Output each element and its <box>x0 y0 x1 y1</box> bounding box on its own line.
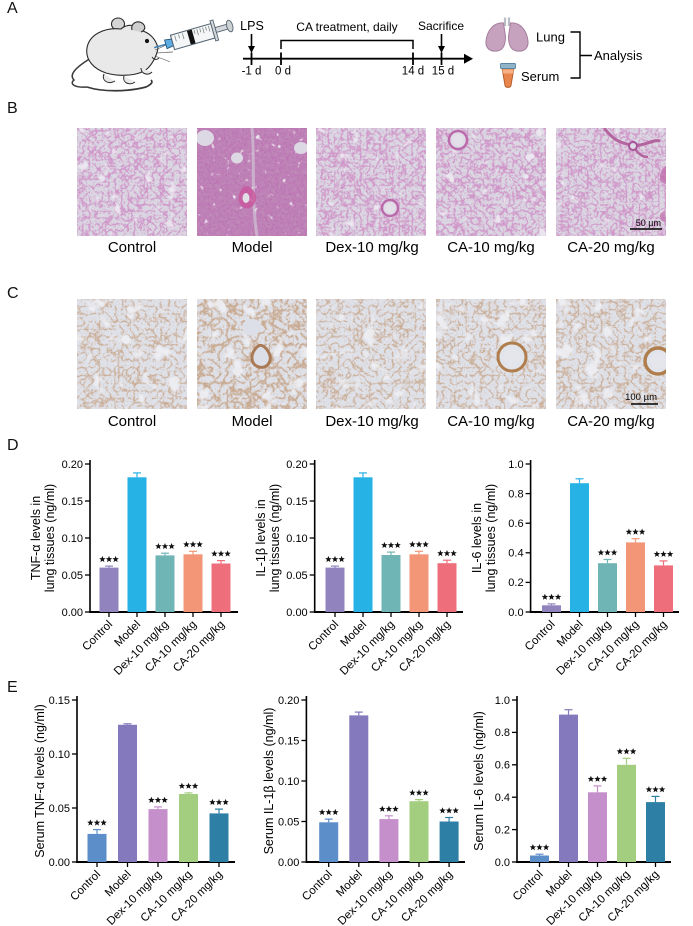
svg-text:0.05: 0.05 <box>286 570 307 582</box>
svg-text:0.0: 0.0 <box>508 607 523 619</box>
svg-text:0.20: 0.20 <box>62 459 83 471</box>
svg-text:TNF-α levels in: TNF-α levels in <box>29 496 43 580</box>
svg-text:0.15: 0.15 <box>62 496 83 508</box>
svg-text:0.00: 0.00 <box>286 607 307 619</box>
svg-text:0.10: 0.10 <box>62 533 83 545</box>
svg-text:lung tissues (ng/ml): lung tissues (ng/ml) <box>43 484 57 592</box>
svg-text:Serum IL-6 levels (ng/ml): Serum IL-6 levels (ng/ml) <box>472 711 486 851</box>
svg-text:0.05: 0.05 <box>62 570 83 582</box>
svg-text:0.10: 0.10 <box>286 533 307 545</box>
svg-text:0.20: 0.20 <box>278 695 299 707</box>
svg-text:0.6: 0.6 <box>508 518 523 530</box>
svg-text:1.0: 1.0 <box>508 459 523 471</box>
svg-text:0.15: 0.15 <box>278 735 299 747</box>
svg-text:Lung: Lung <box>536 30 565 45</box>
svg-text:Sacrifice: Sacrifice <box>418 19 464 33</box>
svg-text:Dex-10 mg/kg: Dex-10 mg/kg <box>336 869 395 926</box>
svg-text:0.10: 0.10 <box>49 749 70 761</box>
svg-text:0.8: 0.8 <box>495 727 510 739</box>
svg-text:0.00: 0.00 <box>62 607 83 619</box>
svg-text:0.20: 0.20 <box>286 459 307 471</box>
svg-text:lung tissues (ng/ml): lung tissues (ng/ml) <box>484 484 498 592</box>
svg-text:15 d: 15 d <box>432 66 454 78</box>
svg-text:Control: Control <box>306 619 341 654</box>
svg-text:14 d: 14 d <box>402 66 424 78</box>
svg-text:0.00: 0.00 <box>49 857 70 869</box>
svg-text:CA-20 mg/kg: CA-20 mg/kg <box>606 869 662 925</box>
svg-text:LPS: LPS <box>240 19 264 33</box>
svg-text:0.05: 0.05 <box>49 803 70 815</box>
svg-text:-1 d: -1 d <box>242 66 262 78</box>
svg-text:lung tissues (ng/ml): lung tissues (ng/ml) <box>268 484 282 592</box>
svg-text:Control: Control <box>68 869 103 904</box>
svg-text:0.4: 0.4 <box>508 548 523 560</box>
svg-text:0.2: 0.2 <box>495 824 510 836</box>
svg-text:CA treatment, daily: CA treatment, daily <box>296 20 397 34</box>
svg-text:0.4: 0.4 <box>495 792 510 804</box>
svg-text:1.0: 1.0 <box>495 695 510 707</box>
svg-text:Serum IL-1β levels (ng/ml): Serum IL-1β levels (ng/ml) <box>262 708 276 855</box>
svg-text:IL-6 levels in: IL-6 levels in <box>470 503 484 573</box>
svg-text:Serum TNF-α levels (ng/ml): Serum TNF-α levels (ng/ml) <box>33 704 47 858</box>
svg-text:0.8: 0.8 <box>508 488 523 500</box>
svg-text:0.10: 0.10 <box>278 776 299 788</box>
svg-text:Control: Control <box>300 869 335 904</box>
svg-text:Serum: Serum <box>521 69 559 84</box>
svg-text:Analysis: Analysis <box>594 48 643 63</box>
svg-text:0.05: 0.05 <box>278 816 299 828</box>
svg-text:50 µm: 50 µm <box>636 218 661 228</box>
svg-text:Control: Control <box>511 869 546 904</box>
svg-text:0.2: 0.2 <box>508 577 523 589</box>
svg-text:Dex-10 mg/kg: Dex-10 mg/kg <box>105 869 164 926</box>
svg-text:0.15: 0.15 <box>286 496 307 508</box>
svg-text:0.15: 0.15 <box>49 695 70 707</box>
svg-text:0.0: 0.0 <box>495 857 510 869</box>
svg-text:0.6: 0.6 <box>495 760 510 772</box>
svg-text:100 µm: 100 µm <box>625 392 657 403</box>
svg-text:Control: Control <box>80 619 115 654</box>
svg-text:Control: Control <box>523 619 558 654</box>
svg-text:0.00: 0.00 <box>278 857 299 869</box>
svg-text:IL-1β levels in: IL-1β levels in <box>254 499 268 576</box>
svg-text:0 d: 0 d <box>275 66 291 78</box>
